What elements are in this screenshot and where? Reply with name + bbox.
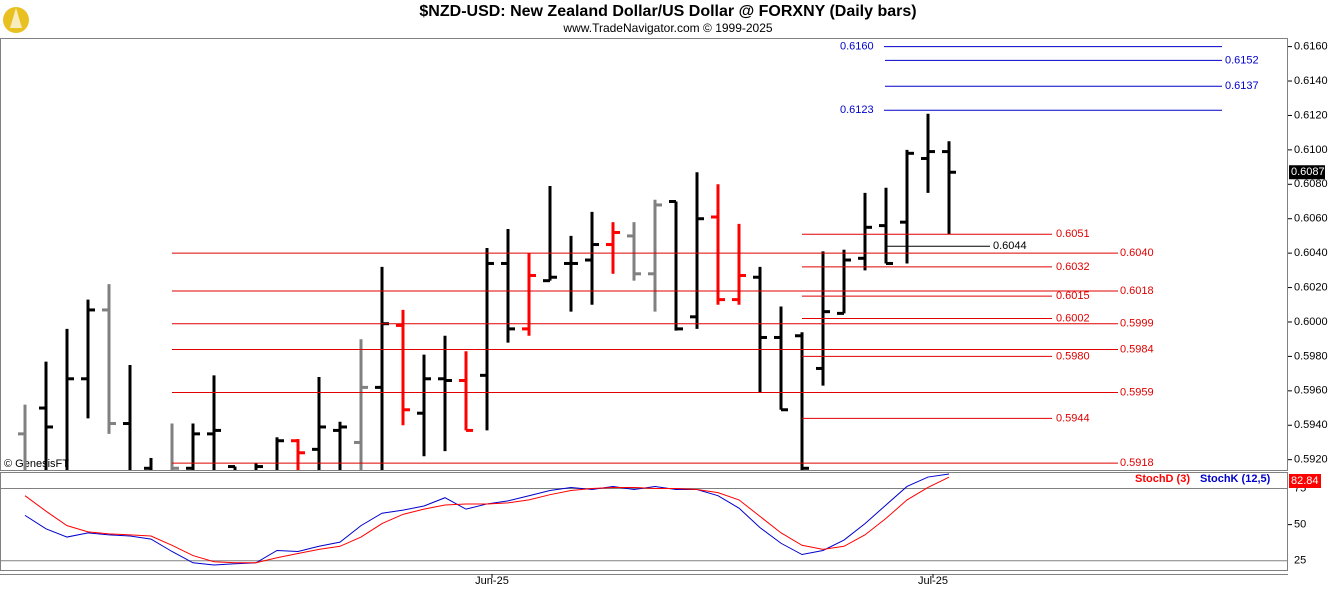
last-value-box (1289, 474, 1321, 488)
last-value-label: 82.84 (1291, 475, 1319, 487)
legend-entry: StochK (12,5) (1200, 473, 1271, 485)
y-tick-label: 0.6040 (1294, 247, 1328, 259)
y-tick-label: 0.5960 (1294, 385, 1328, 397)
level-label: 0.6137 (1225, 80, 1259, 92)
legend-entry: StochD (3) (1135, 473, 1190, 485)
y-tick-label: 0.6100 (1294, 144, 1328, 156)
level-label: 0.5999 (1120, 318, 1154, 330)
level-label: 0.6051 (1056, 228, 1090, 240)
y-tick-label: 0.6080 (1294, 178, 1328, 190)
y-tick-label: 0.5920 (1294, 454, 1328, 466)
x-tick-label: Jul-25 (918, 575, 948, 587)
logo (3, 7, 29, 33)
y-tick-label: 0.6140 (1294, 75, 1328, 87)
y-tick-label: 0.6020 (1294, 281, 1328, 293)
level-label: 0.6160 (840, 41, 874, 53)
y-tick-label: 0.5980 (1294, 350, 1328, 362)
y-tick-label: 50 (1294, 519, 1306, 531)
level-label: 0.6044 (993, 240, 1027, 252)
chart-subtitle: www.TradeNavigator.com © 1999-2025 (562, 21, 772, 35)
price-plot (18, 113, 956, 470)
level-label: 0.6123 (840, 104, 874, 116)
watermark: © GenesisFT (4, 458, 69, 470)
level-label: 0.6040 (1120, 247, 1154, 259)
y-tick-label: 0.5940 (1294, 419, 1328, 431)
y-tick-label: 0.6060 (1294, 213, 1328, 225)
level-label: 0.5959 (1120, 386, 1154, 398)
stoch-line (24, 476, 950, 564)
level-label: 0.5984 (1120, 343, 1154, 355)
level-label: 0.6032 (1056, 261, 1090, 273)
level-label: 0.6002 (1056, 312, 1090, 324)
last-price-box (1289, 165, 1325, 180)
y-tick-label: 0.6160 (1294, 41, 1328, 53)
chart-title: $NZD-USD: New Zealand Dollar/US Dollar @… (419, 3, 916, 20)
x-tick-label: Jun-25 (475, 575, 509, 587)
level-label: 0.6015 (1056, 290, 1090, 302)
level-label: 0.6018 (1120, 285, 1154, 297)
level-label: 0.5980 (1056, 350, 1090, 362)
price-panel (0, 38, 1288, 471)
level-label: 0.5918 (1120, 457, 1154, 469)
last-price-label: 0.6087 (1291, 166, 1325, 178)
overlay: 0.5920 0.5940 0.5960 0.5980 0.6000 0.6020 0.60… (0, 41, 1328, 587)
y-tick-label: 25 (1294, 555, 1306, 567)
level-label: 0.6152 (1225, 54, 1259, 66)
y-tick-label: 0.6120 (1294, 109, 1328, 121)
level-label: 0.5944 (1056, 412, 1090, 424)
y-tick-label: 0.6000 (1294, 316, 1328, 328)
